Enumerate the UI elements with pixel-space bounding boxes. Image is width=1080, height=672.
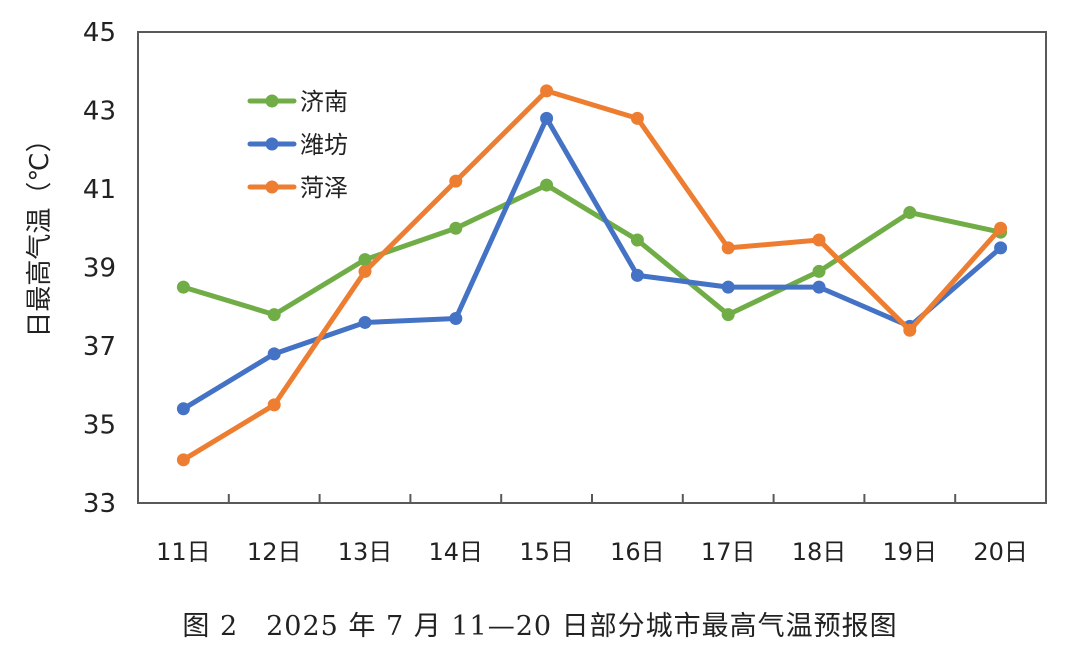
x-tick-label: 17日 (701, 538, 756, 566)
x-tick-label: 20日 (973, 538, 1028, 566)
data-point (449, 312, 463, 326)
data-point (540, 178, 554, 192)
data-point (721, 241, 735, 255)
y-tick-label: 45 (83, 18, 116, 48)
x-tick-label: 13日 (338, 538, 393, 566)
data-point (176, 280, 190, 294)
data-point (630, 111, 644, 125)
data-point (812, 264, 826, 278)
data-point (267, 308, 281, 322)
data-point (721, 308, 735, 322)
legend-label: 潍坊 (300, 131, 348, 159)
data-point (540, 84, 554, 98)
data-point (994, 241, 1008, 255)
x-tick-labels: 11日 12日 13日 14日 15日 16日 17日 18日 19日 20日 (156, 538, 1028, 566)
data-point (630, 268, 644, 282)
legend-item: 济南 (247, 88, 348, 116)
x-tick-label: 11日 (156, 538, 211, 566)
x-tick-label: 15日 (519, 538, 574, 566)
data-point (721, 280, 735, 294)
x-tick-label: 18日 (792, 538, 847, 566)
series-line (180, 182, 1004, 318)
legend-item: 菏泽 (247, 174, 348, 202)
series-line (180, 88, 1004, 463)
figure-caption: 图 2 2025 年 7 月 11—20 日部分城市最高气温预报图 (182, 611, 898, 642)
data-point (812, 233, 826, 247)
y-tick-label: 41 (83, 175, 116, 205)
data-point (449, 174, 463, 188)
data-point (994, 221, 1008, 235)
data-point (358, 264, 372, 278)
data-point (812, 280, 826, 294)
legend-marker (265, 180, 279, 194)
data-point (540, 111, 554, 125)
data-point (630, 233, 644, 247)
legend-marker (265, 94, 279, 108)
y-tick-label: 33 (83, 489, 116, 519)
chart-axes (137, 31, 1047, 504)
data-point (358, 315, 372, 329)
y-tick-label: 43 (83, 97, 116, 127)
y-tick-label: 37 (83, 332, 116, 362)
data-point (449, 221, 463, 235)
x-tick-label: 14日 (429, 538, 484, 566)
x-tick-label: 19日 (883, 538, 938, 566)
series-layer (176, 84, 1008, 467)
data-point (176, 453, 190, 467)
legend-item: 潍坊 (247, 131, 348, 159)
series-line (180, 115, 1004, 412)
y-tick-label: 35 (83, 411, 116, 441)
data-point (267, 398, 281, 412)
y-tick-labels: 33 35 37 39 41 43 45 (83, 18, 116, 519)
y-axis-label: 日最高气温（℃） (25, 126, 55, 337)
x-tick-label: 12日 (247, 538, 302, 566)
data-point (358, 253, 372, 267)
y-tick-label: 39 (83, 254, 116, 284)
x-tick-label: 16日 (610, 538, 665, 566)
series-1 (176, 178, 1008, 322)
data-point (903, 323, 917, 337)
legend-label: 济南 (300, 88, 348, 116)
data-point (267, 347, 281, 361)
series-3 (176, 84, 1008, 467)
data-point (176, 402, 190, 416)
legend-label: 菏泽 (300, 174, 348, 202)
data-point (903, 206, 917, 220)
legend-marker (265, 137, 279, 151)
